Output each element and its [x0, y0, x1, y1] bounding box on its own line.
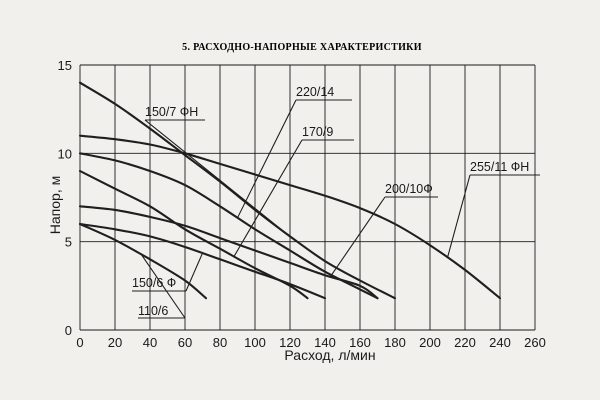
label-leader-line: [237, 99, 297, 219]
label-leader-line: [329, 196, 386, 278]
tick-labels: 0 20 40 60 80 100 120 140 160 180 200 220 240 260 0 5 10…: [58, 58, 546, 350]
series-label: 255/11 ФН: [470, 160, 529, 174]
series-label: 170/9: [302, 125, 333, 139]
label-leader-line: [446, 174, 471, 258]
series-curve: [78, 81, 397, 300]
x-tick-label: 240: [489, 335, 511, 350]
series-label: 110/6: [138, 304, 168, 318]
chart-title: 5. РАСХОДНО-НАПОРНЫЕ ХАРАКТЕРИСТИКИ: [182, 42, 422, 53]
label-leader-line: [185, 252, 204, 292]
label-leader-line: [233, 139, 303, 257]
series-labels: 150/7 ФН 220/14 170/9 200/10Ф 255/11 ФН 150/6…: [132, 85, 529, 318]
x-tick-label: 140: [314, 335, 336, 350]
y-tick-label: 0: [65, 323, 72, 338]
x-axis-label: Расход, л/мин: [284, 347, 375, 363]
x-tick-label: 20: [108, 335, 122, 350]
curves: [78, 81, 502, 300]
grid: [79, 64, 536, 331]
series-curve: [78, 169, 309, 300]
series-curve: [78, 205, 379, 300]
x-tick-label: 120: [279, 335, 301, 350]
series-curve: [78, 152, 379, 300]
label-leader-line: [144, 119, 287, 235]
series-curve: [78, 222, 327, 300]
series-curve: [78, 222, 208, 300]
y-tick-label: 15: [58, 58, 72, 73]
x-tick-label: 0: [76, 335, 83, 350]
x-tick-label: 40: [143, 335, 157, 350]
series-label: 150/6 Ф: [132, 276, 176, 290]
x-tick-label: 80: [213, 335, 227, 350]
x-tick-label: 260: [524, 335, 546, 350]
label-leader-line: [140, 254, 186, 319]
x-tick-label: 200: [419, 335, 441, 350]
x-tick-label: 180: [384, 335, 406, 350]
x-tick-label: 100: [244, 335, 266, 350]
y-tick-label: 5: [65, 235, 72, 250]
label-leaders: [132, 99, 540, 319]
series-label: 200/10Ф: [385, 182, 433, 196]
y-tick-label: 10: [58, 146, 72, 161]
x-tick-label: 60: [178, 335, 192, 350]
y-axis-label: Напор, м: [47, 176, 63, 234]
x-tick-label: 220: [454, 335, 476, 350]
series-label: 150/7 ФН: [145, 105, 198, 119]
series-curve: [78, 134, 502, 300]
x-tick-label: 160: [349, 335, 371, 350]
series-label: 220/14: [296, 85, 334, 99]
